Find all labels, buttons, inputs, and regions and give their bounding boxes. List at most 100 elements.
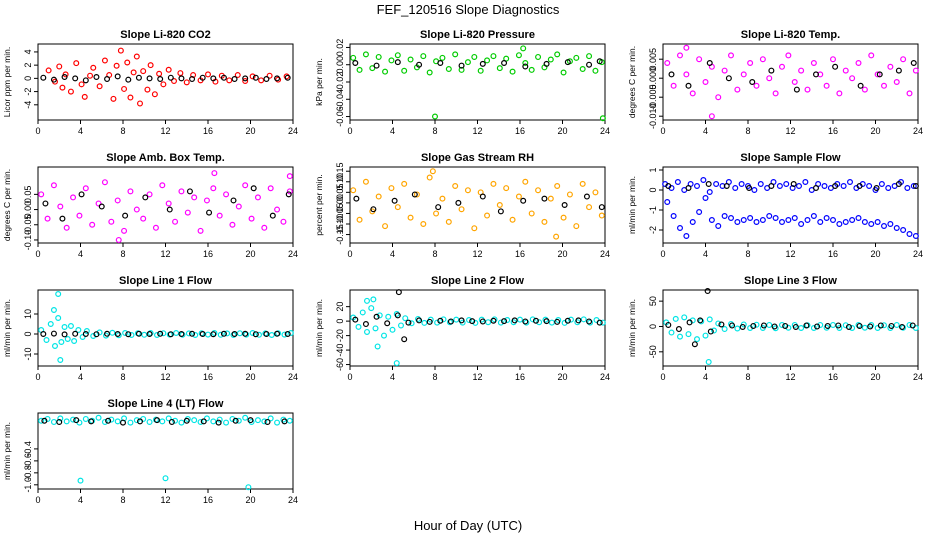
data-point [564, 59, 571, 66]
data-point [573, 223, 580, 230]
panel-title: Slope Line 1 Flow [119, 275, 212, 287]
data-point [685, 185, 692, 192]
data-point [186, 188, 193, 195]
data-point [108, 218, 115, 225]
x-tick-label: 0 [660, 249, 665, 259]
data-point [792, 323, 799, 330]
data-point [554, 51, 561, 58]
data-point [220, 330, 227, 337]
data-point [710, 327, 717, 334]
data-point [855, 59, 862, 66]
data-point [55, 291, 62, 298]
data-point [248, 215, 255, 222]
data-point [252, 74, 259, 81]
data-point [44, 215, 51, 222]
data-point [376, 312, 383, 319]
data-point [117, 47, 124, 54]
data-point [515, 193, 522, 200]
data-point [166, 206, 173, 213]
x-tick-label: 24 [288, 249, 298, 259]
data-point [114, 73, 121, 80]
x-tick-label: 20 [557, 126, 567, 136]
data-point [452, 51, 459, 58]
data-point [254, 417, 261, 424]
data-point [230, 332, 237, 339]
data-point [189, 330, 196, 337]
data-point [263, 76, 270, 83]
data-point [721, 213, 728, 220]
data-point [675, 326, 682, 333]
data-point [426, 69, 433, 76]
y-tick-label: -60 [335, 358, 345, 371]
data-point [727, 215, 734, 222]
data-point [172, 417, 179, 424]
data-point [771, 323, 778, 330]
data-point [592, 189, 599, 196]
data-point [124, 59, 131, 66]
data-point [133, 53, 140, 60]
data-point [197, 227, 204, 234]
data-point [375, 193, 382, 200]
figure-title: FEF_120516 Slope Diagnostics [377, 2, 560, 17]
data-point [147, 330, 154, 337]
data-point [874, 71, 881, 78]
panel: Slope Gas Stream RH percent per min. 0 4 8 12… [314, 152, 610, 259]
data-point [394, 52, 401, 59]
panel-title: Slope Li-820 Temp. [741, 29, 840, 41]
data-point [522, 318, 529, 325]
data-point [356, 66, 363, 73]
x-tick-label: 8 [432, 249, 437, 259]
data-point [242, 182, 249, 189]
data-point [59, 84, 66, 91]
x-tick-label: 8 [432, 126, 437, 136]
data-point [485, 319, 492, 326]
data-point [887, 63, 894, 70]
data-point [352, 316, 359, 323]
data-point [82, 185, 89, 192]
x-tick-label: 16 [828, 249, 838, 259]
data-point [178, 331, 185, 338]
data-point [691, 341, 698, 348]
data-point [121, 85, 128, 92]
data-point [230, 197, 237, 204]
data-point [579, 180, 586, 187]
data-point [496, 65, 503, 72]
data-point [798, 221, 805, 228]
data-point [766, 75, 773, 82]
data-point [215, 419, 222, 426]
data-point [101, 418, 108, 425]
data-point [421, 319, 428, 326]
data-point [82, 415, 89, 422]
data-point [192, 332, 199, 339]
data-point [147, 62, 154, 69]
data-point [793, 86, 800, 93]
x-tick-label: 12 [160, 249, 170, 259]
data-point [861, 86, 868, 93]
data-point [437, 317, 444, 324]
data-point [535, 187, 542, 194]
y-axis-label: ml/min per min. [627, 299, 637, 357]
data-point [229, 221, 236, 228]
x-tick-label: 20 [245, 126, 255, 136]
data-point [715, 320, 722, 327]
data-point [197, 418, 204, 425]
data-point [384, 320, 391, 327]
x-tick-label: 16 [515, 126, 525, 136]
data-point [547, 56, 554, 63]
data-point [867, 323, 874, 330]
data-point [77, 477, 84, 484]
data-point [683, 44, 690, 51]
data-point [216, 212, 223, 219]
data-point [698, 318, 705, 325]
data-point [96, 83, 103, 90]
data-point [144, 86, 151, 93]
data-point [57, 415, 64, 422]
data-point [274, 330, 281, 337]
data-point [398, 322, 405, 329]
data-point [836, 221, 843, 228]
data-point [264, 418, 271, 425]
data-point [693, 336, 700, 343]
data-point [247, 417, 254, 424]
data-point [350, 187, 357, 194]
data-point [739, 323, 746, 330]
